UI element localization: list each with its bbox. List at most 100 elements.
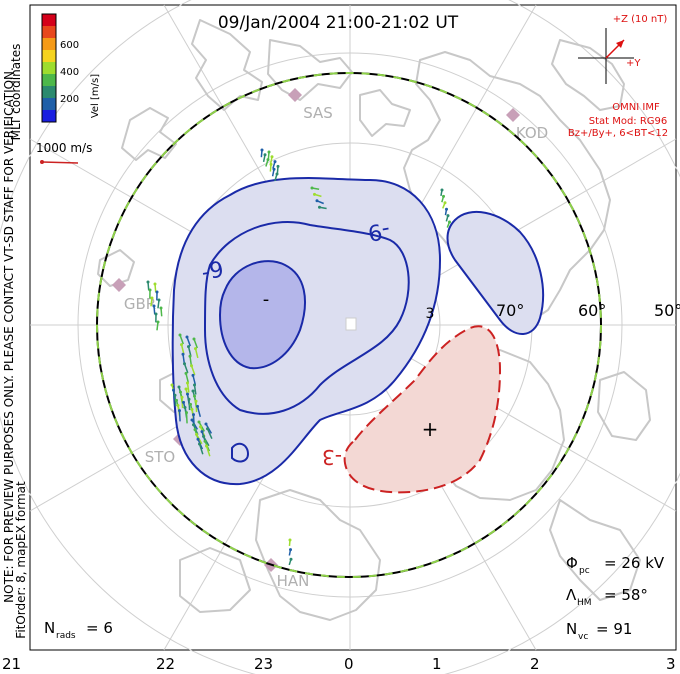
velocity-vector-origin	[183, 362, 186, 366]
svg-text:HM: HM	[577, 598, 592, 608]
velocity-vector-origin	[192, 413, 195, 417]
colorbar-swatch	[42, 98, 56, 111]
velocity-vector	[190, 365, 196, 376]
colorbar-label: Vel [m/s]	[90, 74, 101, 118]
svg-text:= 91: = 91	[596, 620, 632, 638]
contour-label-neg2: -9	[366, 216, 392, 244]
lat-label-50: 50°	[654, 301, 680, 320]
velocity-vector	[192, 375, 197, 385]
stat-n-rads: N rads = 6	[44, 619, 113, 641]
velocity-vector-origin	[189, 402, 192, 406]
radar-label-kod: KOD	[516, 124, 548, 142]
velocity-vector-origin	[183, 405, 187, 409]
lat-label-70: 70°	[496, 301, 524, 320]
velocity-vector-origin	[192, 337, 196, 341]
stat-phi-pc: Φ pc = 26 kV	[566, 554, 665, 576]
velocity-vector-origin	[193, 394, 196, 398]
preview-note: NOTE: FOR PREVIEW PURPOSES ONLY. PLEASE …	[2, 67, 16, 603]
velocity-vector-origin	[193, 383, 196, 387]
velocity-vector-origin	[180, 343, 183, 347]
velocity-vector	[194, 348, 199, 359]
velocity-vector-origin	[194, 347, 197, 351]
velocity-vector-origin	[191, 373, 195, 377]
mlt-label-0: 0	[344, 655, 354, 673]
velocity-vector-origin	[176, 403, 180, 407]
positive-outer-contour	[343, 325, 502, 494]
velocity-vector-origin	[155, 290, 159, 294]
mlt-label-21: 21	[2, 655, 21, 673]
velocity-vector-origin	[177, 385, 181, 389]
velocity-vector-origin	[146, 280, 150, 284]
velocity-vector-origin	[152, 304, 156, 308]
velocity-vector-origin	[150, 296, 154, 300]
mlt-label-22: 22	[156, 655, 175, 673]
velocity-vector-origin	[156, 320, 160, 324]
radar-label-sto: STO	[145, 448, 176, 466]
velocity-vector-origin	[318, 205, 321, 209]
velocity-vector-origin	[181, 352, 185, 356]
velocity-vector-origin	[188, 354, 192, 358]
mlt-label-3: 3	[666, 655, 676, 673]
velocity-vector-origin	[313, 192, 316, 196]
velocity-vector-origin	[178, 409, 181, 413]
radar-label-sas: SAS	[303, 104, 333, 122]
velocity-vector-origin	[197, 420, 201, 424]
colorbar-swatch	[42, 110, 56, 123]
svg-text:Φ: Φ	[566, 554, 578, 572]
colorbar-tick-400: 400	[60, 67, 79, 78]
lat-label-60: 60°	[578, 301, 606, 320]
svg-text:= 58°: = 58°	[604, 586, 648, 604]
velocity-vector-origin	[154, 312, 158, 316]
positive-potential-cell: + -3	[322, 325, 502, 494]
velocity-vector-origin	[206, 427, 209, 431]
svg-text:= 6: = 6	[86, 619, 113, 637]
radar-site-gbr: GBR	[112, 278, 156, 313]
negative-potential-cell: -9 -9 -	[171, 177, 442, 486]
velocity-vector-origin	[203, 439, 207, 443]
colorbar-swatch	[42, 62, 56, 75]
velocity-vector-origin	[172, 388, 175, 392]
imf-z-label: +Z (10 nT)	[613, 14, 668, 25]
velocity-vector-origin	[288, 538, 292, 542]
velocity-vector	[180, 344, 185, 355]
velocity-vector-origin	[289, 557, 293, 561]
stat-n-vc: N vc = 91	[566, 620, 632, 642]
velocity-vector	[189, 356, 193, 366]
velocity-vector-origin	[178, 333, 182, 337]
svg-text:rads: rads	[56, 631, 76, 641]
velocity-vector-origin	[445, 207, 448, 211]
velocity-vector-origin	[173, 393, 177, 397]
velocity-vector-origin	[205, 444, 208, 448]
reference-vector: 1000 m/s	[36, 141, 92, 164]
velocity-vector-origin	[270, 155, 274, 159]
velocity-vector-origin	[260, 148, 264, 152]
negative-center-marker: -	[263, 289, 270, 310]
coord-system-label: MLT coordinates	[9, 44, 23, 141]
velocity-vector-origin	[187, 345, 190, 349]
velocity-vector-origin	[198, 442, 201, 446]
map-title: 09/Jan/2004 21:00-21:02 UT	[218, 13, 459, 33]
velocity-vector-origin	[443, 201, 447, 205]
velocity-vector	[193, 338, 198, 349]
velocity-vector-origin	[153, 282, 157, 286]
svg-text:N: N	[44, 619, 55, 637]
contour-label-neg1: -9	[200, 257, 226, 285]
velocity-vector-origin	[442, 194, 445, 198]
svg-text:Λ: Λ	[566, 586, 577, 604]
velocity-vector	[193, 384, 197, 395]
velocity-vector-origin	[190, 364, 193, 368]
imf-source: OMNI IMF	[612, 102, 660, 113]
velocity-vector	[205, 445, 211, 457]
hm-boundary	[96, 72, 602, 578]
velocity-vectors	[146, 148, 451, 566]
radar-label-gbr: GBR	[124, 295, 156, 313]
velocity-vector-origin	[179, 390, 182, 394]
velocity-vector-origin	[196, 404, 199, 408]
velocity-vector-origin	[448, 220, 451, 224]
velocity-vector-origin	[190, 418, 194, 422]
radar-label-han: HAN	[277, 572, 310, 590]
velocity-vector-origin	[315, 199, 319, 203]
contour-label-pos: -3	[322, 445, 342, 469]
velocity-vector-origin	[185, 411, 188, 415]
